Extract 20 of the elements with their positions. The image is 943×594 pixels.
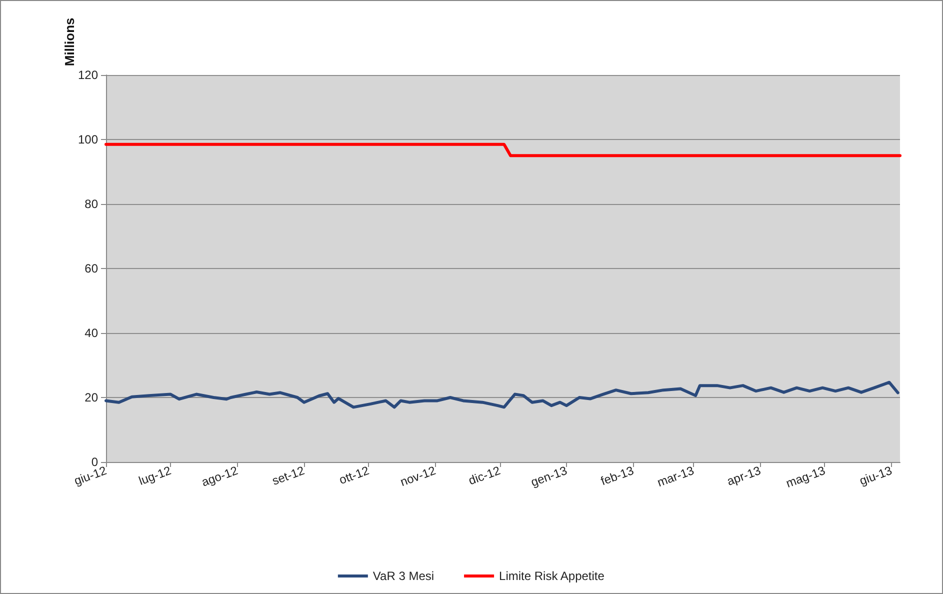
x-tick-label: ago-12: [200, 463, 240, 490]
y-tick-label: 20: [84, 390, 98, 404]
x-tick-label: apr-13: [725, 463, 763, 488]
x-tick-label: set-12: [270, 463, 307, 488]
line-series: [104, 380, 900, 409]
y-tick-label: 60: [84, 262, 98, 276]
x-tick-label: lug-12: [136, 463, 174, 488]
x-tick-label: ott-12: [337, 463, 372, 488]
x-tick-label: dic-12: [466, 463, 502, 488]
legend-label: VaR 3 Mesi: [372, 569, 434, 583]
x-tick-label: feb-13: [598, 463, 636, 488]
legend-label: Limite Risk Appetite: [499, 569, 605, 583]
y-tick-label: 0: [91, 455, 98, 469]
y-tick-label: 120: [78, 68, 98, 82]
x-tick-label: mar-13: [655, 463, 696, 490]
y-tick-label: 40: [84, 326, 98, 340]
y-tick-label: 100: [78, 132, 98, 146]
x-tick-label: nov-12: [398, 463, 438, 490]
y-tick-label: 80: [84, 197, 98, 211]
y-axis-title: Millions: [62, 18, 77, 66]
